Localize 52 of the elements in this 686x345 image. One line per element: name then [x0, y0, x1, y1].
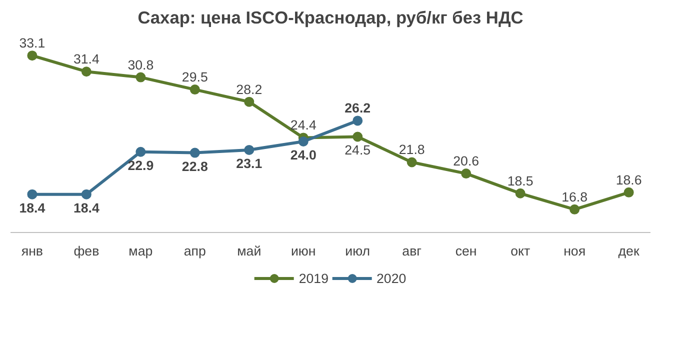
- x-tick-label: окт: [510, 244, 530, 258]
- x-tick-label: авг: [402, 244, 422, 258]
- x-tick-label: дек: [618, 244, 640, 258]
- data-label: 18.4: [19, 200, 46, 216]
- point: [27, 189, 38, 200]
- data-label: 18.4: [73, 200, 100, 216]
- data-label: 20.6: [453, 154, 480, 169]
- data-label: 28.2: [236, 82, 262, 97]
- x-tick-label: фев: [74, 244, 100, 258]
- point: [81, 189, 92, 200]
- x-tick-label: сен: [455, 244, 477, 258]
- x-tick-label: июл: [345, 244, 370, 258]
- point: [244, 144, 254, 155]
- point: [136, 146, 146, 157]
- point: [515, 188, 526, 198]
- x-tick-label: янв: [21, 244, 44, 258]
- legend-label: 2019: [298, 270, 328, 286]
- data-label: 29.5: [182, 70, 208, 85]
- x-tick-label: апр: [184, 244, 206, 258]
- chart-title: Сахар: цена ISCO-Краснодар, руб/кг без НДС: [138, 8, 524, 28]
- point: [461, 168, 472, 179]
- data-label: 31.4: [73, 52, 100, 67]
- data-label: 18.6: [616, 172, 642, 188]
- point: [136, 72, 146, 82]
- point: [190, 148, 200, 158]
- point: [27, 50, 38, 61]
- legend-label: 2020: [376, 270, 406, 286]
- data-label: 30.8: [128, 57, 154, 72]
- x-tick-label: май: [237, 244, 262, 258]
- data-label: 33.1: [19, 36, 46, 51]
- data-label: 23.1: [236, 156, 263, 171]
- data-label: 24.0: [290, 147, 316, 162]
- point: [570, 204, 580, 214]
- data-label: 22.8: [182, 158, 208, 174]
- point: [406, 157, 417, 168]
- point: [298, 136, 308, 146]
- data-label: 21.8: [398, 142, 425, 158]
- data-label: 16.8: [562, 189, 588, 204]
- point: [190, 84, 200, 95]
- point: [352, 132, 363, 142]
- x-tick-label: июн: [290, 244, 316, 258]
- x-tick-label: ноя: [564, 244, 586, 258]
- data-label: 18.5: [507, 173, 534, 188]
- data-label: 24.5: [344, 142, 371, 158]
- point: [352, 116, 363, 126]
- point: [244, 96, 254, 107]
- point: [624, 187, 634, 198]
- point: [81, 66, 92, 77]
- data-label: 22.9: [128, 158, 154, 173]
- x-tick-label: мар: [128, 244, 153, 258]
- data-label: 24.4: [290, 118, 317, 133]
- data-label: 26.2: [344, 100, 371, 116]
